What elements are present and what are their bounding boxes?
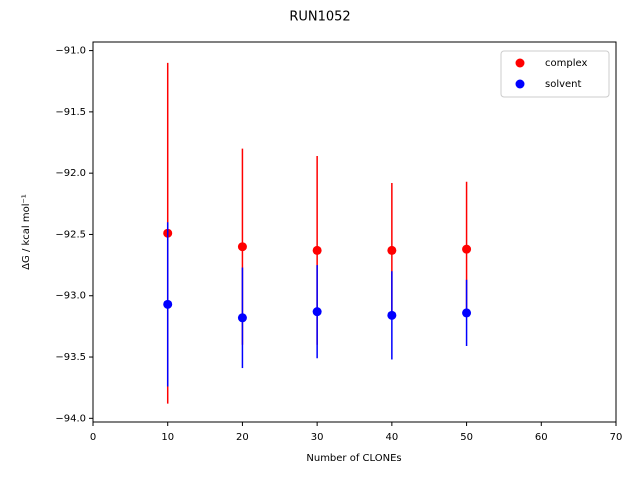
point <box>387 245 397 255</box>
legend-marker <box>515 79 525 89</box>
x-tick-label: 70 <box>610 432 623 443</box>
y-tick-label: −91.5 <box>55 107 86 118</box>
legend-marker <box>515 58 525 68</box>
x-tick-label: 10 <box>161 432 174 443</box>
legend-label: solvent <box>545 79 582 90</box>
y-axis-label: ΔG / kcal mol⁻¹ <box>21 194 32 270</box>
x-tick-label: 40 <box>385 432 398 443</box>
point <box>312 307 322 317</box>
y-tick-label: −93.0 <box>55 291 86 302</box>
x-tick-label: 0 <box>90 432 96 443</box>
legend-box <box>500 50 610 98</box>
point <box>237 242 247 252</box>
x-axis-label: Number of CLONEs <box>306 453 401 464</box>
y-tick-label: −93.5 <box>55 352 86 363</box>
plot-frame <box>92 41 617 423</box>
y-tick-label: −92.0 <box>55 168 86 179</box>
point <box>462 244 472 254</box>
x-tick-label: 50 <box>460 432 473 443</box>
x-tick-label: 60 <box>535 432 548 443</box>
point <box>387 310 397 320</box>
x-tick-label: 30 <box>311 432 324 443</box>
point <box>237 313 247 323</box>
y-tick-label: −94.0 <box>55 413 86 424</box>
y-tick-label: −91.0 <box>55 46 86 57</box>
y-tick-label: −92.5 <box>55 229 86 240</box>
point <box>163 299 173 309</box>
point <box>312 245 322 255</box>
legend-label: complex <box>545 58 587 69</box>
chart-title: RUN1052 <box>289 10 350 25</box>
point <box>462 308 472 318</box>
x-tick-label: 20 <box>236 432 249 443</box>
